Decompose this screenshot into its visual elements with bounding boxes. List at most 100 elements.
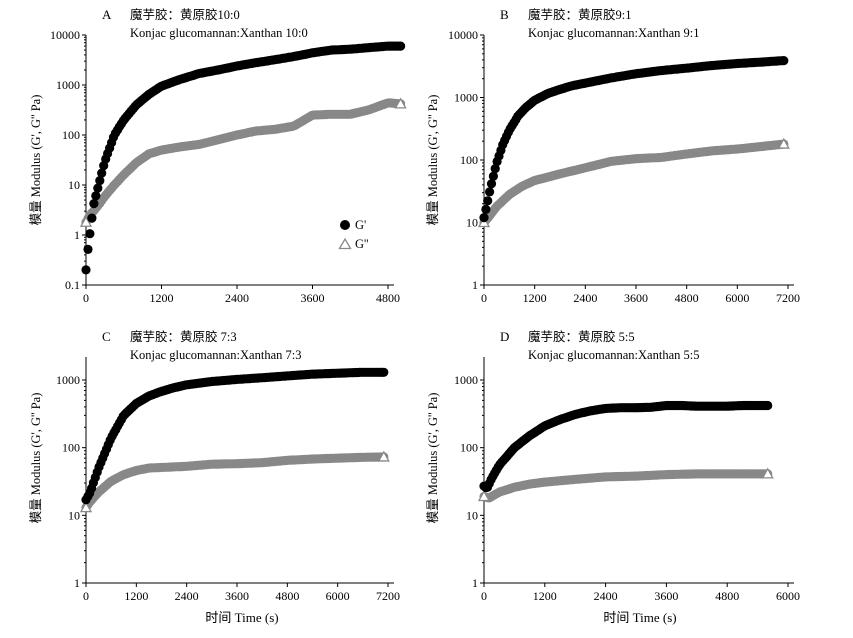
data-point-end-marker <box>394 97 407 109</box>
panel-subtitle: Konjac glucomannan:Xanthan 5:5 <box>528 348 699 362</box>
y-tick-label: 1000 <box>56 373 80 387</box>
panel-c: 1 10 100 1000 0 1200 2400 3600 4800 6000 7200 C 魔芋胶：… <box>56 329 400 603</box>
data-point <box>490 164 500 174</box>
data-point <box>83 244 93 254</box>
y-tick-label: 100 <box>460 153 478 167</box>
y-axis-label-bottom-right: 模量 Modulus (G', G'' Pa) <box>426 393 440 524</box>
y-tick-label: 10 <box>466 508 478 522</box>
x-tick-label: 1200 <box>150 291 174 305</box>
y-tick-label: 1 <box>74 228 80 242</box>
x-tick-label: 0 <box>481 589 487 603</box>
y-tick-label: 1000 <box>56 78 80 92</box>
series-g-double-prime <box>79 97 407 227</box>
x-tick-label: 1200 <box>533 589 557 603</box>
x-tick-label: 3600 <box>654 589 678 603</box>
series-g-double-prime <box>477 137 790 228</box>
data-point-end-marker <box>377 450 390 462</box>
series-g-prime <box>479 400 773 493</box>
data-point <box>87 213 97 223</box>
data-point <box>85 229 95 239</box>
data-point <box>89 199 99 209</box>
x-axis-label-right: 时间 Time (s) <box>603 610 676 625</box>
y-tick-label: 100 <box>460 441 478 455</box>
panel-title: 魔芋胶：黄原胶 7:3 <box>130 329 237 344</box>
x-axis-label-left: 时间 Time (s) <box>205 610 278 625</box>
legend-label-g-double-prime: G'' <box>355 237 369 251</box>
data-point <box>779 56 789 66</box>
series-g-prime <box>81 41 406 275</box>
x-tick-label: 4800 <box>715 589 739 603</box>
panel-subtitle: Konjac glucomannan:Xanthan 9:1 <box>528 26 699 40</box>
data-point <box>479 213 489 223</box>
legend: G' G'' <box>338 218 369 251</box>
panel-title: 魔芋胶：黄原胶9:1 <box>528 7 631 22</box>
panel-letter: B <box>500 7 509 22</box>
x-tick-label: 2400 <box>594 589 618 603</box>
y-tick-label: 1 <box>472 278 478 292</box>
y-tick-label: 10000 <box>50 28 80 42</box>
data-point <box>379 367 389 377</box>
x-tick-label: 6000 <box>725 291 749 305</box>
data-point <box>763 400 773 411</box>
x-tick-label: 4800 <box>675 291 699 305</box>
y-tick-label: 100 <box>62 128 80 142</box>
y-tick-label: 10000 <box>448 28 478 42</box>
series-g-prime <box>81 367 389 505</box>
panel-subtitle: Konjac glucomannan:Xanthan 10:0 <box>130 26 308 40</box>
x-tick-label: 1200 <box>523 291 547 305</box>
data-point <box>93 183 103 193</box>
y-tick-label: 0.1 <box>65 278 80 292</box>
legend-label-g-prime: G' <box>355 218 366 232</box>
x-tick-label: 3600 <box>225 589 249 603</box>
data-point <box>91 191 101 201</box>
data-point <box>488 171 498 181</box>
x-tick-label: 1200 <box>124 589 148 603</box>
x-tick-label: 2400 <box>573 291 597 305</box>
y-tick-label: 1000 <box>454 91 478 105</box>
y-tick-label: 10 <box>466 216 478 230</box>
panel-letter: D <box>500 329 509 344</box>
data-point <box>481 204 491 214</box>
y-tick-label: 100 <box>62 441 80 455</box>
x-tick-label: 7200 <box>376 589 400 603</box>
data-point <box>483 196 493 206</box>
x-tick-label: 3600 <box>624 291 648 305</box>
y-tick-label: 10 <box>68 178 80 192</box>
data-point <box>486 179 497 189</box>
y-tick-label: 1000 <box>454 373 478 387</box>
x-tick-label: 2400 <box>225 291 249 305</box>
panel-b: 1 10 100 1000 10000 0 1200 2400 3600 4800 6000 7200… <box>448 7 800 305</box>
x-tick-label: 4800 <box>275 589 299 603</box>
panel-letter: A <box>102 7 112 22</box>
panel-title: 魔芋胶：黄原胶 5:5 <box>528 329 635 344</box>
x-tick-label: 0 <box>481 291 487 305</box>
y-tick-label: 1 <box>74 576 80 590</box>
x-tick-label: 4800 <box>376 291 400 305</box>
data-point-end-marker <box>777 137 790 149</box>
panel-title: 魔芋胶：黄原胶10:0 <box>130 7 240 22</box>
data-point <box>97 168 107 178</box>
x-tick-label: 0 <box>83 291 89 305</box>
x-tick-label: 2400 <box>175 589 199 603</box>
panel-letter: C <box>102 329 111 344</box>
y-axis-label-top-left: 模量 Modulus (G', G'' Pa) <box>29 95 43 226</box>
panel-subtitle: Konjac glucomannan:Xanthan 7:3 <box>130 348 301 362</box>
x-tick-label: 6000 <box>326 589 350 603</box>
data-point-start-marker <box>79 215 93 227</box>
x-tick-label: 7200 <box>776 291 800 305</box>
x-tick-label: 0 <box>83 589 89 603</box>
data-point-start-marker <box>79 501 93 513</box>
panel-d: 1 10 100 1000 0 1200 2400 3600 4800 6000 D 魔芋胶：黄原胶 … <box>454 329 800 603</box>
y-tick-label: 1 <box>472 576 478 590</box>
legend-marker-g-double-prime <box>338 237 352 250</box>
data-point-start-marker <box>477 490 491 502</box>
data-point-end-marker <box>761 467 774 479</box>
data-point <box>81 265 91 275</box>
series-g-double-prime <box>477 467 774 503</box>
x-tick-label: 3600 <box>301 291 325 305</box>
y-axis-label-top-right: 模量 Modulus (G', G'' Pa) <box>426 95 440 226</box>
data-point <box>485 187 495 197</box>
x-tick-label: 6000 <box>776 589 800 603</box>
y-axis-label-bottom-left: 模量 Modulus (G', G'' Pa) <box>29 393 43 524</box>
